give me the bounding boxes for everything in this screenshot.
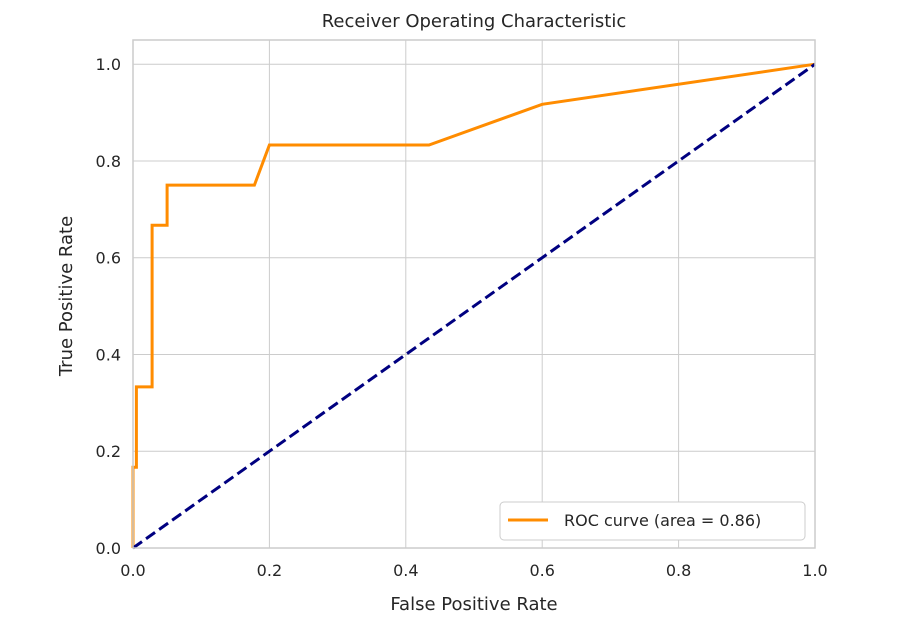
y-tick-label: 0.8	[96, 152, 121, 171]
legend: ROC curve (area = 0.86)	[499, 501, 806, 541]
plot-frame	[132, 39, 816, 549]
x-tick-label: 1.0	[802, 561, 827, 580]
y-tick-label: 0.2	[96, 442, 121, 461]
y-tick-label: 0.6	[96, 249, 121, 268]
chart-title: Receiver Operating Characteristic	[322, 11, 627, 32]
y-tick-label: 0.4	[96, 345, 121, 364]
grid	[132, 40, 816, 549]
x-tick-label: 0.0	[120, 561, 145, 580]
y-axis-label: True Positive Rate	[56, 216, 77, 377]
legend-box	[499, 501, 806, 541]
x-tick-label: 0.4	[393, 561, 418, 580]
y-tick-labels: 0.0 0.2 0.4 0.6 0.8 1.0	[96, 55, 121, 558]
y-tick-label: 1.0	[96, 55, 121, 74]
x-tick-labels: 0.0 0.2 0.4 0.6 0.8 1.0	[120, 561, 827, 580]
roc-curve-line	[131, 62, 816, 548]
chance-diagonal-line	[132, 62, 816, 550]
x-tick-label: 0.2	[257, 561, 282, 580]
x-tick-label: 0.6	[529, 561, 554, 580]
x-axis-label: False Positive Rate	[390, 594, 557, 615]
legend-label-roc: ROC curve (area = 0.86)	[564, 511, 761, 530]
y-tick-label: 0.0	[96, 539, 121, 558]
x-tick-label: 0.8	[666, 561, 691, 580]
plot-lines	[131, 62, 816, 550]
